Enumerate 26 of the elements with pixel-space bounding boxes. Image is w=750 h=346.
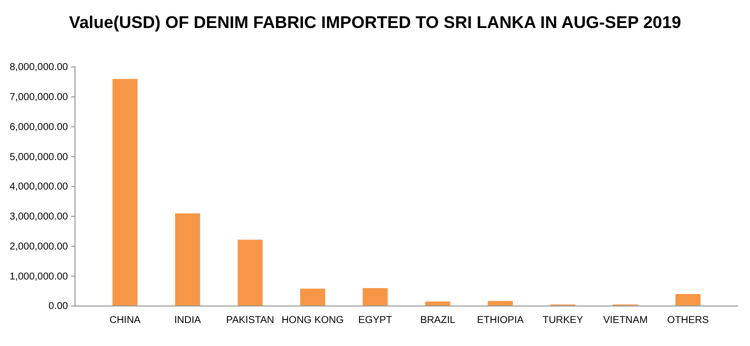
y-tick-label: 3,000,000.00 xyxy=(10,212,68,223)
y-tick-label: 1,000,000.00 xyxy=(10,271,68,282)
y-tick-label: 7,000,000.00 xyxy=(10,92,68,104)
x-tick-label: ETHIOPIA xyxy=(476,315,524,326)
bar xyxy=(362,288,388,306)
x-tick-label: INDIA xyxy=(174,315,202,326)
bar xyxy=(238,240,263,306)
chart-title: Value(USD) OF DENIM FABRIC IMPORTED TO SRI LANKA IN AUG-SEP 2019 xyxy=(68,13,682,32)
bar xyxy=(112,78,138,306)
y-tick-label: 8,000,000.00 xyxy=(10,62,68,74)
bar xyxy=(175,213,200,306)
x-tick-label: EGYPT xyxy=(358,315,392,326)
x-tick-label: OTHERS xyxy=(667,315,710,326)
y-tick-label: 6,000,000.00 xyxy=(10,122,68,133)
y-tick-label: 4,000,000.00 xyxy=(10,182,68,193)
y-tick-label: 0.00 xyxy=(48,301,68,312)
x-tick-label: HONG KONG xyxy=(282,315,344,326)
x-tick-label: BRAZIL xyxy=(420,315,456,326)
bar xyxy=(300,288,326,306)
x-tick-label: TURKEY xyxy=(542,315,584,326)
x-tick-label: PAKISTAN xyxy=(226,315,274,326)
x-tick-label: CHINA xyxy=(109,315,141,326)
y-tick-label: 2,000,000.00 xyxy=(10,241,68,252)
bar xyxy=(675,294,700,306)
y-tick-label: 5,000,000.00 xyxy=(10,152,68,163)
x-tick-label: VIETNAM xyxy=(603,315,648,326)
